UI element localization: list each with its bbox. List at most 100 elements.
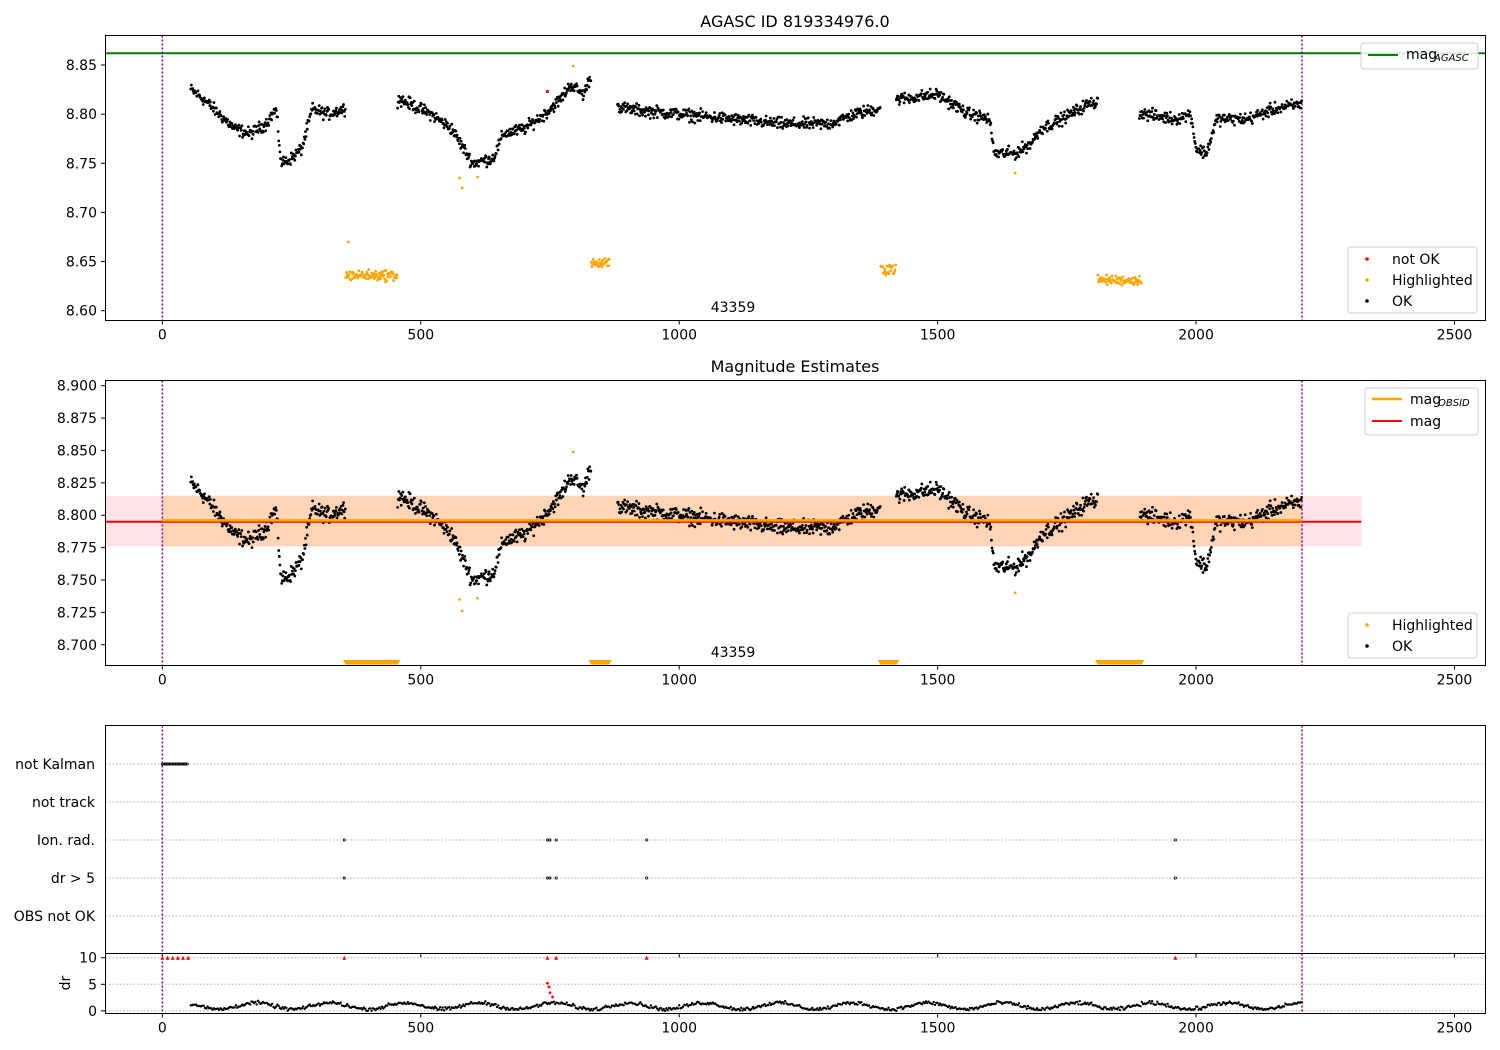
ok-point xyxy=(938,488,942,492)
ok-point xyxy=(247,125,250,129)
ok-point xyxy=(1212,130,1216,134)
ok-point xyxy=(938,93,942,97)
ok-point xyxy=(293,574,297,578)
ok-point xyxy=(333,513,337,517)
ok-point xyxy=(411,498,414,502)
ok-point xyxy=(1200,564,1204,568)
ok-point xyxy=(824,524,827,528)
flag-point xyxy=(645,838,649,842)
ok-point xyxy=(951,502,955,506)
legend-label: OK xyxy=(1392,294,1413,310)
highlighted-point xyxy=(1118,282,1121,286)
ok-point xyxy=(1044,532,1047,536)
ok-point xyxy=(1067,114,1071,118)
highlighted-point xyxy=(1120,277,1123,281)
dr-point xyxy=(444,1006,447,1009)
dr-point xyxy=(738,1009,742,1012)
highlighted-point xyxy=(379,277,382,280)
ok-point xyxy=(765,527,769,531)
ok-point xyxy=(619,503,623,507)
ok-point xyxy=(545,116,549,120)
ok-point xyxy=(280,581,284,585)
magnitude-panel: Magnitude Estimates 0 500 1000 1500 2000 2500… xyxy=(57,357,1486,689)
ok-point xyxy=(919,92,923,96)
dr-point xyxy=(1048,1007,1052,1011)
ok-point xyxy=(1206,145,1210,149)
ok-point xyxy=(1025,555,1029,558)
ok-point xyxy=(644,505,648,509)
highlighted-point xyxy=(590,265,594,269)
ok-point xyxy=(625,104,628,108)
ok-point xyxy=(518,528,521,532)
dr-point xyxy=(270,1002,274,1005)
ok-point xyxy=(934,480,938,484)
ok-point xyxy=(1202,557,1206,560)
ok-point xyxy=(236,128,240,132)
ok-point xyxy=(1276,111,1280,115)
ok-point xyxy=(941,491,945,495)
dr-point xyxy=(1017,1002,1021,1005)
x-tick-label: 2500 xyxy=(1437,328,1473,344)
ok-point xyxy=(751,515,754,518)
ok-point xyxy=(274,109,278,112)
ok-point xyxy=(327,118,331,122)
ok-point xyxy=(274,506,278,510)
ok-point xyxy=(930,491,934,494)
ok-point xyxy=(975,121,979,125)
ok-point xyxy=(802,517,805,520)
ok-point xyxy=(456,139,460,143)
dr-point xyxy=(743,1008,747,1012)
ok-point xyxy=(1209,550,1213,554)
ok-point xyxy=(869,113,873,117)
ok-point xyxy=(1094,503,1097,507)
ok-point xyxy=(327,506,331,510)
ok-point xyxy=(535,114,539,117)
ok-point xyxy=(825,118,829,122)
ok-point xyxy=(1054,516,1058,519)
ok-point xyxy=(487,570,491,574)
highlighted-point xyxy=(1120,283,1124,287)
ok-point xyxy=(524,130,527,134)
ok-point xyxy=(239,535,243,539)
ok-point xyxy=(740,525,744,529)
ok-point xyxy=(563,490,567,493)
ok-point xyxy=(1255,511,1258,514)
mag-obsid-legend-sub: OBSID xyxy=(1438,398,1470,409)
ok-point xyxy=(634,105,638,109)
ok-point xyxy=(313,106,317,109)
ok-point xyxy=(726,522,730,526)
ok-point xyxy=(547,512,551,516)
ok-point xyxy=(569,474,573,477)
ok-point xyxy=(961,502,965,506)
ok-point xyxy=(832,522,836,526)
ok-point xyxy=(192,482,196,486)
ok-point xyxy=(294,148,298,152)
dr-point xyxy=(1110,1008,1114,1011)
ok-point xyxy=(196,89,200,93)
ok-point xyxy=(492,575,496,579)
ok-point xyxy=(288,158,291,162)
ok-point xyxy=(625,509,629,512)
ok-point xyxy=(307,522,311,526)
ok-point xyxy=(676,511,680,514)
ok-point xyxy=(802,531,806,535)
ok-point xyxy=(251,132,255,136)
ok-point xyxy=(537,120,541,124)
ok-point xyxy=(526,532,530,535)
ok-point xyxy=(440,118,444,122)
ok-point xyxy=(1269,504,1273,508)
ok-point xyxy=(208,502,212,506)
ok-point xyxy=(1083,104,1087,108)
ok-point xyxy=(303,547,307,550)
flag-point xyxy=(548,838,552,842)
ok-point xyxy=(1223,113,1226,117)
ok-point xyxy=(311,499,315,503)
ok-point xyxy=(1223,515,1226,518)
ok-point xyxy=(541,515,545,518)
ok-point xyxy=(589,469,593,473)
ok-point xyxy=(530,525,534,529)
ok-point xyxy=(902,491,905,494)
y-tick-label: 8.70 xyxy=(66,205,97,221)
ok-point xyxy=(847,513,851,517)
ok-point xyxy=(907,498,911,502)
